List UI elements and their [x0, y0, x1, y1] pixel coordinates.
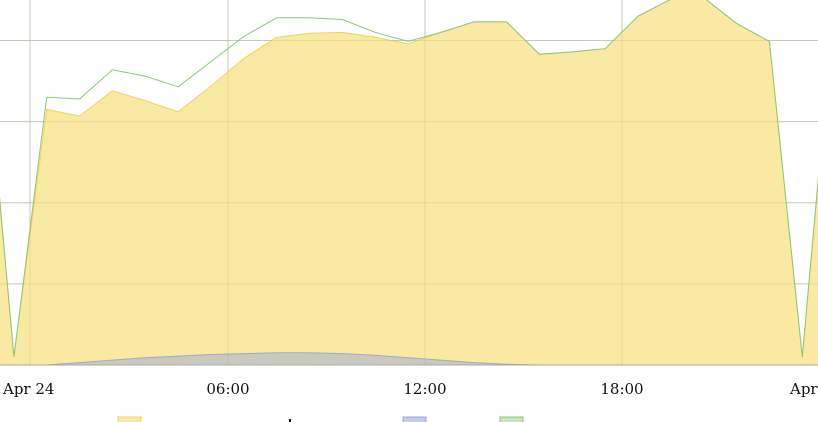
x-axis-ticks: Apr 24 06:00 12:00 18:00 Apr 25 — [2, 380, 818, 398]
series-layer — [0, 0, 818, 366]
legend — [117, 416, 524, 422]
legend-swatch-green[interactable] — [499, 416, 524, 422]
x-tick-label: 18:00 — [600, 380, 643, 398]
series-2-line — [0, 0, 818, 357]
x-tick-label: 06:00 — [206, 380, 249, 398]
series-0-line — [0, 0, 818, 357]
series-1-area — [0, 352, 818, 365]
x-tick-label: 12:00 — [403, 380, 446, 398]
legend-swatch-yellow[interactable] — [117, 416, 142, 422]
x-tick-label: Apr 24 — [2, 380, 54, 398]
x-tick-label: Apr 25 — [789, 380, 818, 398]
legend-swatch-blue[interactable] — [402, 416, 427, 422]
series-0-area — [0, 0, 818, 365]
legend-text-fragment — [289, 419, 291, 422]
